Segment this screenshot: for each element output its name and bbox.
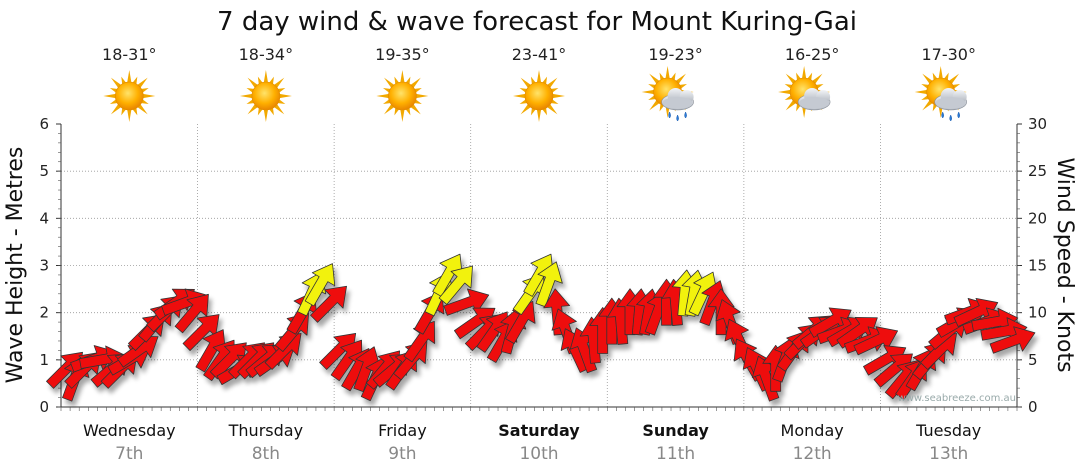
day-date: 10th bbox=[519, 444, 558, 464]
wind-arrows bbox=[46, 253, 1036, 402]
sun-rain-cloud-icon bbox=[914, 66, 968, 122]
day-date: 13th bbox=[929, 444, 968, 464]
day-temperature: 18-34° bbox=[239, 45, 294, 64]
wind-arrow bbox=[989, 326, 1036, 354]
day-temperature: 18-31° bbox=[102, 45, 157, 64]
day-date: 7th bbox=[115, 444, 143, 464]
day-name: Thursday bbox=[228, 421, 303, 440]
wind-arrow bbox=[535, 261, 563, 308]
y-tick-label: 0 bbox=[39, 398, 49, 416]
y2-axis-label: Wind Speed - Knots bbox=[1052, 157, 1077, 372]
day-date: 8th bbox=[252, 444, 280, 464]
day-temperature: 23-41° bbox=[512, 45, 567, 64]
y-tick-label: 1 bbox=[39, 351, 49, 369]
y2-tick-label: 20 bbox=[1028, 209, 1047, 227]
day-temperature: 17-30° bbox=[921, 45, 976, 64]
day-name: Sunday bbox=[642, 421, 709, 440]
day-name: Tuesday bbox=[915, 421, 981, 440]
sun-cloud-icon bbox=[778, 66, 831, 118]
y2-tick-label: 5 bbox=[1028, 351, 1038, 369]
chart-axes: 0 1 2 3 4 5 6 0 5 10 15 20 25 30 bbox=[39, 115, 1047, 416]
sun-icon bbox=[376, 70, 429, 122]
y-tick-label: 6 bbox=[39, 115, 49, 133]
wind-arrow bbox=[438, 265, 473, 305]
weather-icon-row bbox=[103, 66, 968, 122]
y-tick-label: 5 bbox=[39, 162, 49, 180]
day-name: Monday bbox=[781, 421, 844, 440]
credit-text: www.seabreeze.com.au bbox=[898, 393, 1016, 404]
wind-arrow bbox=[174, 293, 209, 334]
sun-icon bbox=[103, 70, 156, 122]
day-temperature: 19-35° bbox=[375, 45, 430, 64]
y2-tick-label: 30 bbox=[1028, 115, 1047, 133]
day-name: Saturday bbox=[498, 421, 580, 440]
day-name: Friday bbox=[378, 421, 427, 440]
y-tick-label: 4 bbox=[39, 209, 49, 227]
y-tick-label: 2 bbox=[39, 304, 49, 322]
day-labels: Wednesday 7th Thursday 8th Friday 9th Saturday… bbox=[83, 421, 981, 464]
y2-tick-label: 10 bbox=[1028, 304, 1047, 322]
y-axis-label: Wave Height - Metres bbox=[3, 147, 28, 384]
y2-tick-label: 15 bbox=[1028, 257, 1047, 275]
sun-icon bbox=[513, 70, 565, 122]
y2-tick-label: 25 bbox=[1028, 162, 1047, 180]
sun-icon bbox=[239, 70, 292, 122]
day-date: 11th bbox=[656, 444, 695, 464]
wind-arrow bbox=[505, 300, 536, 345]
day-name: Wednesday bbox=[83, 421, 176, 440]
wind-arrow bbox=[310, 285, 347, 323]
chart-title: 7 day wind & wave forecast for Mount Kur… bbox=[217, 7, 857, 37]
wind-arrow bbox=[304, 263, 336, 307]
day-temperature: 19-23° bbox=[648, 45, 703, 64]
temperature-row: 18-31° 18-34° 19-35° 23-41° 19-23° 16-25° 17-3… bbox=[102, 45, 976, 64]
day-temperature: 16-25° bbox=[785, 45, 840, 64]
sun-rain-cloud-icon bbox=[641, 66, 694, 122]
day-date: 9th bbox=[388, 444, 416, 464]
y2-tick-label: 0 bbox=[1028, 398, 1038, 416]
day-date: 12th bbox=[793, 444, 832, 464]
y-tick-label: 3 bbox=[39, 257, 49, 275]
